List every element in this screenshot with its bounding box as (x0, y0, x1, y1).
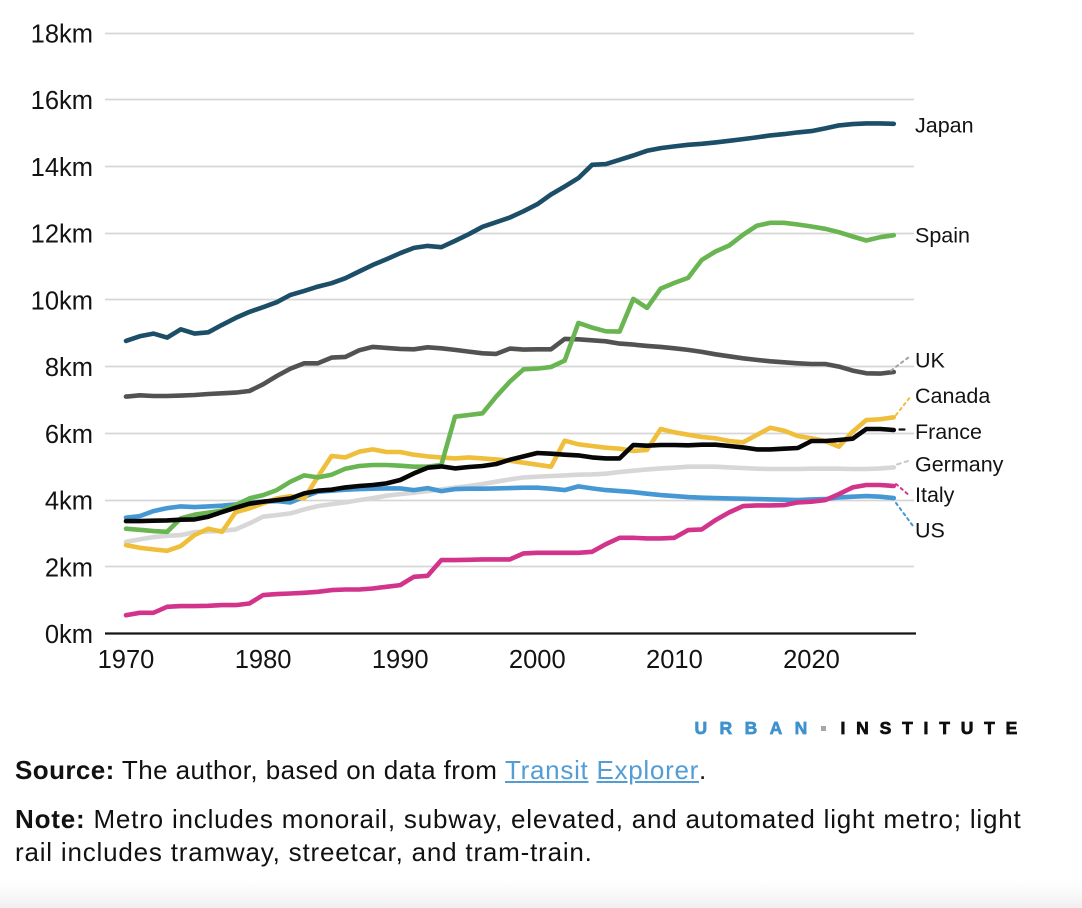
svg-text:1970: 1970 (98, 646, 155, 674)
svg-text:2010: 2010 (646, 646, 703, 674)
svg-text:Germany: Germany (915, 452, 1004, 476)
svg-text:8km: 8km (45, 354, 93, 382)
svg-text:France: France (915, 420, 982, 444)
svg-text:0km: 0km (45, 621, 93, 649)
svg-text:1980: 1980 (235, 646, 292, 674)
svg-text:10km: 10km (31, 287, 93, 315)
svg-text:2000: 2000 (509, 646, 566, 674)
svg-text:4km: 4km (45, 488, 93, 516)
svg-text:Canada: Canada (915, 384, 990, 408)
svg-text:2km: 2km (45, 554, 93, 582)
svg-text:12km: 12km (31, 221, 93, 249)
svg-text:Italy: Italy (915, 483, 955, 507)
svg-text:UK: UK (915, 348, 946, 372)
svg-text:Japan: Japan (915, 113, 974, 137)
svg-text:2020: 2020 (783, 646, 840, 674)
svg-text:Spain: Spain (915, 223, 970, 247)
svg-text:18km: 18km (31, 21, 93, 49)
svg-text:6km: 6km (45, 421, 93, 449)
svg-text:14km: 14km (31, 154, 93, 182)
svg-text:16km: 16km (31, 87, 93, 115)
svg-text:1990: 1990 (372, 646, 429, 674)
svg-text:US: US (915, 518, 945, 542)
